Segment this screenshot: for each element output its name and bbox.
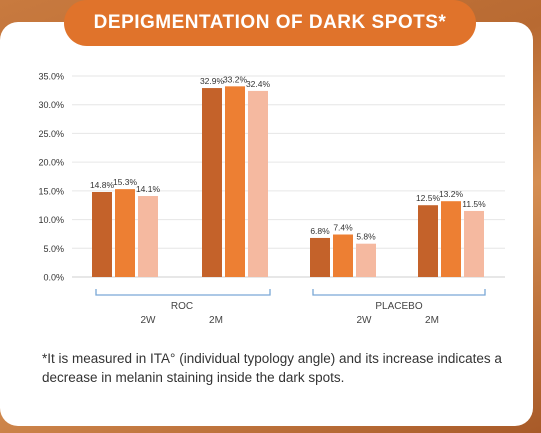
y-tick-label: 20.0% — [38, 158, 64, 168]
subgroup-label: 2M — [209, 315, 223, 326]
y-tick-label: 25.0% — [38, 129, 64, 139]
bar-roc-2m-3 — [248, 90, 268, 277]
y-tick-label: 15.0% — [38, 186, 64, 196]
bar-roc-2m-2 — [225, 86, 245, 277]
y-tick-label: 35.0% — [38, 72, 64, 82]
subgroup-label: 2W — [357, 315, 373, 326]
data-label: 14.8% — [90, 180, 115, 190]
bar-placebo-2m-3 — [464, 210, 484, 277]
chart-title: DEPIGMENTATION OF DARK SPOTS* — [64, 0, 476, 46]
y-tick-label: 30.0% — [38, 100, 64, 110]
data-label: 11.5% — [462, 199, 486, 209]
data-label: 7.4% — [333, 223, 353, 233]
group-bracket-placebo — [312, 289, 486, 296]
bar-roc-2m-1 — [202, 88, 222, 277]
group-label-roc: ROC — [171, 301, 193, 312]
bar-placebo-2w-1 — [310, 237, 330, 277]
data-label: 12.5% — [416, 193, 441, 203]
y-tick-label: 0.0% — [43, 273, 64, 283]
group-bracket-roc — [95, 289, 271, 296]
group-label-placebo: PLACEBO — [375, 301, 422, 312]
bar-roc-2w-2 — [115, 189, 135, 277]
data-label: 32.9% — [200, 76, 225, 86]
data-label: 6.8% — [310, 226, 330, 236]
data-label: 14.1% — [136, 184, 161, 194]
subgroup-label: 2M — [425, 315, 439, 326]
data-label: 5.8% — [356, 232, 376, 242]
subgroup-label: 2W — [141, 315, 157, 326]
data-label: 15.3% — [113, 177, 138, 187]
bar-placebo-2m-2 — [441, 201, 461, 277]
y-tick-label: 5.0% — [43, 244, 64, 254]
data-label: 33.2% — [223, 74, 248, 84]
bar-placebo-2m-1 — [418, 205, 438, 277]
footnote: *It is measured in ITA° (individual typo… — [42, 351, 502, 385]
bar-placebo-2w-3 — [356, 243, 376, 277]
data-label: 13.2% — [439, 189, 464, 199]
bar-placebo-2w-2 — [333, 234, 353, 277]
data-label: 32.4% — [246, 79, 271, 89]
bar-roc-2w-1 — [92, 192, 112, 277]
bar-roc-2w-3 — [138, 196, 158, 277]
y-tick-label: 10.0% — [38, 215, 64, 225]
